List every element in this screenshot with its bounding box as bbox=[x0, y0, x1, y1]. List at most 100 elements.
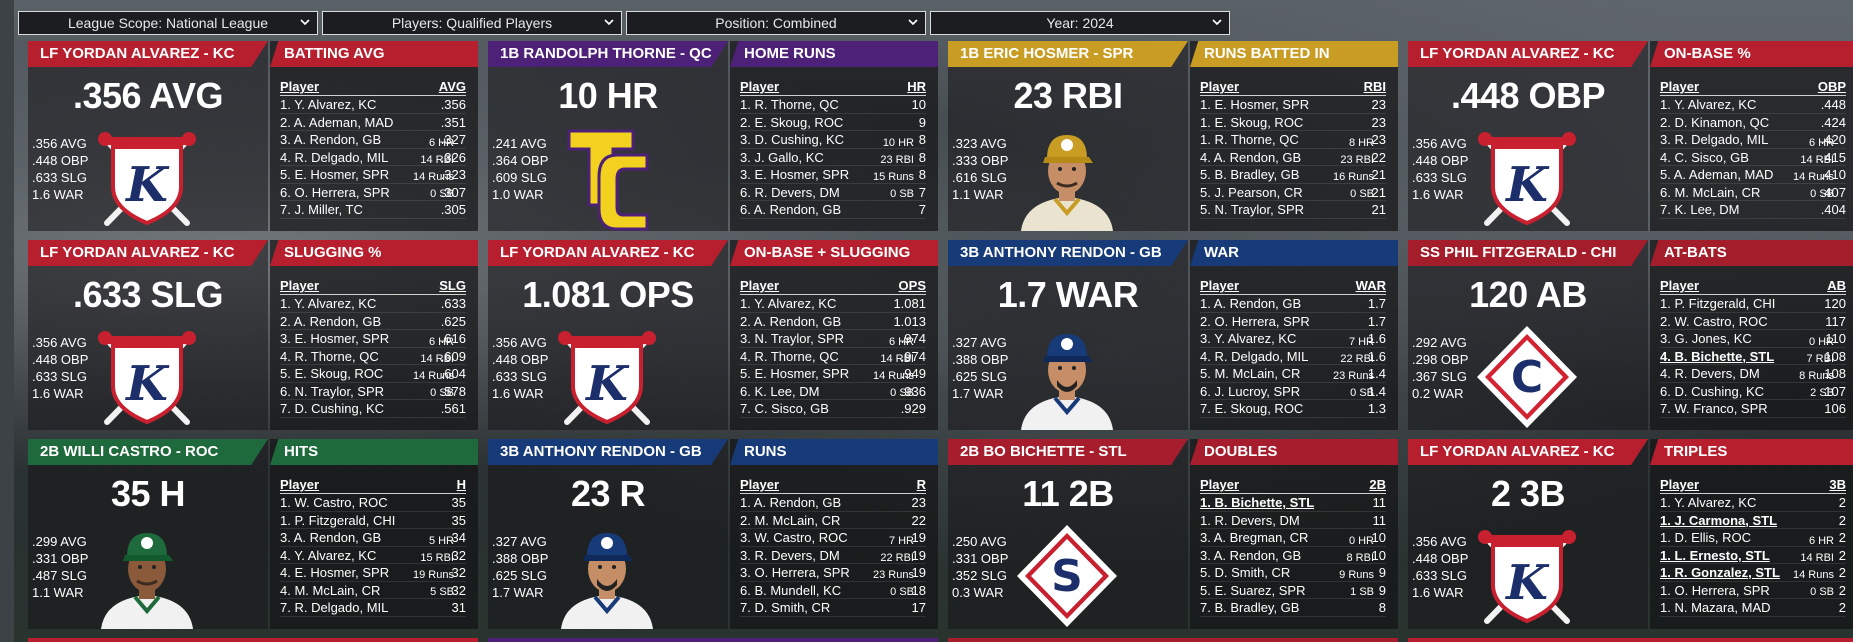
table-row[interactable]: 6. O. Herrera, SPR .307 bbox=[280, 184, 466, 201]
table-row[interactable]: 1. O. Herrera, SPR 2 bbox=[1660, 582, 1846, 599]
table-row[interactable]: 3. W. Castro, ROC 19 bbox=[740, 529, 926, 547]
featured-player-header[interactable]: 2B WILLI CASTRO - ROC bbox=[28, 439, 268, 465]
column-stat[interactable]: HR bbox=[907, 79, 926, 94]
column-stat[interactable]: SLG bbox=[439, 278, 466, 293]
table-row[interactable]: 2. A. Ademan, MAD .351 bbox=[280, 114, 466, 131]
leader-name[interactable]: 4. E. Hosmer, SPR bbox=[280, 565, 390, 580]
table-row[interactable]: 7. J. Miller, TC .305 bbox=[280, 201, 466, 219]
table-row[interactable]: 3. N. Traylor, SPR .974 bbox=[740, 330, 926, 348]
leader-name[interactable]: 1. O. Herrera, SPR bbox=[1660, 582, 1770, 598]
leader-name[interactable]: 7. W. Franco, SPR bbox=[1660, 401, 1768, 416]
leader-name[interactable]: 4. A. Rendon, GB bbox=[1200, 149, 1302, 165]
leader-name[interactable]: 3. W. Castro, ROC bbox=[740, 530, 848, 545]
leader-name[interactable]: 3. G. Jones, KC bbox=[1660, 331, 1752, 346]
table-row[interactable]: 5. N. Traylor, SPR 21 bbox=[1200, 201, 1386, 219]
table-row[interactable]: 2. O. Herrera, SPR 1.7 bbox=[1200, 313, 1386, 330]
leader-name[interactable]: 3. A. Bregman, CR bbox=[1200, 530, 1309, 545]
leader-name[interactable]: 1. R. Devers, DM bbox=[1200, 512, 1300, 528]
leader-name[interactable]: 1. P. Fitzgerald, CHI bbox=[280, 512, 396, 528]
column-stat[interactable]: AB bbox=[1827, 278, 1846, 293]
column-stat[interactable]: AVG bbox=[438, 79, 466, 94]
leader-name[interactable]: 1. E. Hosmer, SPR bbox=[1200, 97, 1310, 112]
table-row[interactable]: 3. R. Delgado, MIL .420 bbox=[1660, 131, 1846, 149]
table-row[interactable]: 6. A. Rendon, GB 7 bbox=[740, 201, 926, 219]
leader-name[interactable]: 1. B. Bichette, STL bbox=[1200, 495, 1315, 510]
column-player[interactable]: Player bbox=[740, 477, 780, 492]
table-row[interactable]: 1. Y. Alvarez, KC 1.081 bbox=[740, 295, 926, 313]
leader-name[interactable]: 2. E. Skoug, ROC bbox=[740, 114, 844, 130]
table-row[interactable]: 6. D. Cushing, KC 107 bbox=[1660, 383, 1846, 400]
table-row[interactable]: 1. Y. Alvarez, KC 2 bbox=[1660, 494, 1846, 512]
table-row[interactable]: 1. R. Devers, DM 11 bbox=[1200, 512, 1386, 529]
leader-name[interactable]: 5. N. Traylor, SPR bbox=[1200, 202, 1305, 217]
leader-name[interactable]: 3. R. Devers, DM bbox=[740, 547, 840, 563]
leader-name[interactable]: 1. Y. Alvarez, KC bbox=[1660, 97, 1757, 112]
leader-name[interactable]: 4. B. Bichette, STL bbox=[1660, 348, 1775, 364]
column-stat[interactable]: 2B bbox=[1369, 477, 1386, 492]
table-row[interactable]: 4. B. Bichette, STL 108 bbox=[1660, 348, 1846, 365]
featured-player-header[interactable]: 2B BO BICHETTE - STL bbox=[948, 439, 1188, 465]
table-row[interactable]: 7. D. Cushing, KC .561 bbox=[280, 400, 466, 418]
leader-name[interactable]: 5. B. Bradley, GB bbox=[1200, 167, 1300, 182]
leader-name[interactable]: 1. R. Gonzalez, STL bbox=[1660, 565, 1780, 580]
table-row[interactable]: 1. P. Fitzgerald, CHI 120 bbox=[1660, 295, 1846, 313]
table-row[interactable]: 1. Y. Alvarez, KC .633 bbox=[280, 295, 466, 313]
leader-name[interactable]: 5. M. McLain, CR bbox=[1200, 366, 1301, 381]
leader-name[interactable]: 5. E. Suarez, SPR bbox=[1200, 582, 1306, 598]
leader-name[interactable]: 5. D. Smith, CR bbox=[1200, 565, 1291, 580]
table-row[interactable]: 4. Y. Alvarez, KC 32 bbox=[280, 547, 466, 564]
leader-name[interactable]: 2. A. Rendon, GB bbox=[280, 313, 382, 329]
leader-name[interactable]: 6. J. Lucroy, SPR bbox=[1200, 383, 1301, 399]
column-stat[interactable]: 3B bbox=[1829, 477, 1846, 492]
table-row[interactable]: 1. E. Hosmer, SPR 23 bbox=[1200, 96, 1386, 114]
leader-name[interactable]: 1. Y. Alvarez, KC bbox=[740, 296, 837, 311]
leader-name[interactable]: 1. P. Fitzgerald, CHI bbox=[1660, 296, 1776, 311]
leader-name[interactable]: 5. E. Hosmer, SPR bbox=[740, 366, 850, 381]
featured-player-header[interactable]: LF YORDAN ALVAREZ - KC bbox=[28, 41, 268, 67]
leader-name[interactable]: 1. Y. Alvarez, KC bbox=[280, 296, 377, 311]
table-row[interactable]: 1. R. Thorne, QC 23 bbox=[1200, 131, 1386, 149]
leader-name[interactable]: 2. A. Rendon, GB bbox=[740, 313, 842, 329]
table-row[interactable]: 2. W. Castro, ROC 117 bbox=[1660, 313, 1846, 330]
leader-name[interactable]: 6. B. Mundell, KC bbox=[740, 582, 842, 598]
table-row[interactable]: 2. A. Rendon, GB .625 bbox=[280, 313, 466, 330]
column-player[interactable]: Player bbox=[1200, 477, 1240, 492]
column-stat[interactable]: R bbox=[916, 477, 926, 492]
league-scope-dropdown[interactable]: League Scope: National League bbox=[18, 11, 318, 35]
table-row[interactable]: 3. A. Rendon, GB .327 bbox=[280, 131, 466, 149]
table-row[interactable]: 1. J. Carmona, STL 2 bbox=[1660, 512, 1846, 529]
table-row[interactable]: 4. R. Thorne, QC .974 bbox=[740, 348, 926, 365]
leader-name[interactable]: 6. A. Rendon, GB bbox=[740, 202, 842, 217]
leader-name[interactable]: 3. A. Rendon, GB bbox=[280, 132, 382, 147]
table-row[interactable]: 5. D. Smith, CR 9 bbox=[1200, 564, 1386, 582]
table-row[interactable]: 1. Y. Alvarez, KC .448 bbox=[1660, 96, 1846, 114]
featured-player-header[interactable]: LF YORDAN ALVAREZ - KC bbox=[28, 240, 268, 266]
leader-name[interactable]: 4. R. Thorne, QC bbox=[740, 348, 839, 364]
leader-name[interactable]: 6. M. McLain, CR bbox=[1660, 184, 1761, 200]
leader-name[interactable]: 5. J. Pearson, CR bbox=[1200, 184, 1303, 200]
leader-name[interactable]: 3. N. Traylor, SPR bbox=[740, 331, 845, 346]
leader-name[interactable]: 3. O. Herrera, SPR bbox=[740, 565, 850, 580]
table-row[interactable]: 2. M. McLain, CR 22 bbox=[740, 512, 926, 529]
table-row[interactable]: 6. J. Lucroy, SPR 1.4 bbox=[1200, 383, 1386, 400]
leader-name[interactable]: 1. A. Rendon, GB bbox=[1200, 296, 1302, 311]
leader-name[interactable]: 1. A. Rendon, GB bbox=[740, 495, 842, 510]
leader-name[interactable]: 6. D. Cushing, KC bbox=[1660, 383, 1765, 399]
table-row[interactable]: 4. R. Delgado, MIL 1.6 bbox=[1200, 348, 1386, 365]
table-row[interactable]: 4. R. Devers, DM 108 bbox=[1660, 365, 1846, 383]
table-row[interactable]: 3. J. Gallo, KC 8 bbox=[740, 149, 926, 166]
leader-name[interactable]: 7. B. Bradley, GB bbox=[1200, 600, 1300, 615]
table-row[interactable]: 1. A. Rendon, GB 1.7 bbox=[1200, 295, 1386, 313]
featured-player-header[interactable]: LF YORDAN ALVAREZ - KC bbox=[488, 240, 728, 266]
table-row[interactable]: 3. R. Devers, DM 19 bbox=[740, 547, 926, 564]
table-row[interactable]: 1. L. Ernesto, STL 2 bbox=[1660, 547, 1846, 564]
table-row[interactable]: 1. R. Thorne, QC 10 bbox=[740, 96, 926, 114]
table-row[interactable]: 3. A. Rendon, GB 10 bbox=[1200, 547, 1386, 564]
table-row[interactable]: 5. E. Hosmer, SPR .949 bbox=[740, 365, 926, 383]
table-row[interactable]: 5. E. Skoug, ROC .604 bbox=[280, 365, 466, 383]
leader-name[interactable]: 3. A. Rendon, GB bbox=[280, 530, 382, 545]
leader-name[interactable]: 4. R. Delgado, MIL bbox=[280, 149, 389, 165]
leader-name[interactable]: 1. W. Castro, ROC bbox=[280, 495, 388, 510]
column-player[interactable]: Player bbox=[280, 477, 320, 492]
column-stat[interactable]: OBP bbox=[1817, 79, 1846, 94]
